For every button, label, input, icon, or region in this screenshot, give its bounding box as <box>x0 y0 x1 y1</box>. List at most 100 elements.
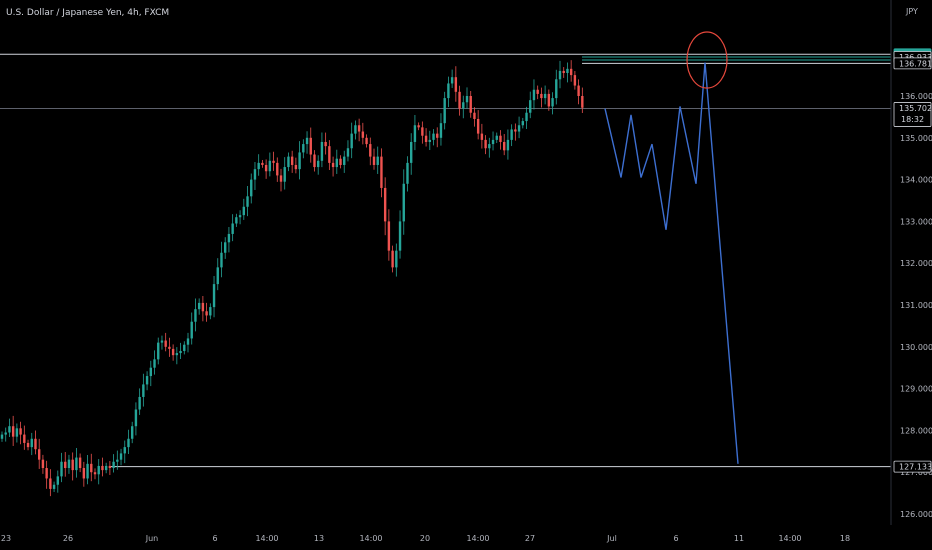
candle-body <box>86 463 89 479</box>
candle-body <box>428 139 431 142</box>
time-tick-label: Jul <box>606 534 617 543</box>
candle-body <box>49 478 52 489</box>
candle-body <box>387 221 391 251</box>
candle-body <box>424 135 428 142</box>
candle-body <box>227 233 231 243</box>
candle-body <box>212 284 216 308</box>
candle-body <box>346 148 350 157</box>
price-tick-label: 136.000 <box>900 92 932 101</box>
time-tick-label: 18 <box>840 534 850 543</box>
candle-body <box>369 144 372 157</box>
candle-body <box>209 307 212 316</box>
price-tick-label: 132.000 <box>900 259 932 268</box>
candle-body <box>279 175 283 182</box>
candle-body <box>101 465 104 471</box>
candle-body <box>417 125 420 128</box>
candle-body <box>194 309 197 322</box>
candle-body <box>380 156 383 188</box>
candle-body <box>145 376 149 385</box>
candle-body <box>476 118 480 134</box>
candle-body <box>287 156 290 168</box>
candle-body <box>365 137 368 145</box>
candle-body <box>19 428 22 435</box>
candle-body <box>488 144 491 149</box>
candle-body <box>320 141 324 161</box>
time-tick-label: Jun <box>145 534 159 543</box>
candle-body <box>569 68 573 76</box>
candle-body <box>104 465 108 471</box>
candle-body <box>376 156 379 165</box>
candle-body <box>38 449 41 460</box>
candle-body <box>543 93 547 99</box>
candle-body <box>298 152 301 170</box>
candle-body <box>272 160 275 163</box>
candle-body <box>127 438 130 448</box>
price-tick-label: 127.000 <box>900 468 932 477</box>
time-axis-background <box>0 525 932 550</box>
candle-body <box>164 340 167 347</box>
candle-body <box>357 125 361 132</box>
time-axis[interactable]: 23 26 Jun 6 14:00 13 14:00 20 14:00 27 Jul 6 11 14:00… <box>0 525 932 550</box>
candle-body <box>201 302 205 312</box>
candle-body <box>250 179 253 197</box>
candle-body <box>4 432 7 435</box>
candle-body <box>231 223 234 234</box>
candle-body <box>514 129 517 132</box>
candle-body <box>503 141 506 151</box>
price-tick-label: 131.000 <box>900 301 932 310</box>
time-tick-label: 14:00 <box>359 534 382 543</box>
price-tick-label: 133.000 <box>900 217 932 226</box>
candle-body <box>67 459 71 469</box>
candle-body <box>220 252 223 268</box>
candle-body <box>547 93 551 107</box>
candle-body <box>116 459 119 462</box>
highlight-circle <box>686 31 728 89</box>
candle-body <box>45 468 48 479</box>
candle-body <box>52 484 56 489</box>
candle-body <box>11 426 15 437</box>
candle-body <box>142 384 145 397</box>
candle-body <box>60 461 63 477</box>
price-tick-label: 135.000 <box>900 134 932 143</box>
candle-body <box>443 98 446 124</box>
candle-body <box>97 465 100 475</box>
time-tick-labels: 23 26 Jun 6 14:00 13 14:00 20 14:00 27 Jul 6 11 14:00… <box>1 534 850 543</box>
price-axis[interactable]: JPY 126.000127.000128.000129.000130.0001… <box>890 0 932 525</box>
time-tick-label: 14:00 <box>466 534 489 543</box>
forecast-path <box>604 62 739 464</box>
candle-body <box>551 98 554 107</box>
candle-body <box>525 112 528 122</box>
candle-body <box>8 426 11 433</box>
candle-body <box>82 468 86 479</box>
candle-body <box>283 167 286 182</box>
candle-body <box>216 267 219 285</box>
price-axis-background <box>891 0 932 525</box>
price-tick-labels: 126.000 127.000 128.000 129.000 130.000 131.0… <box>900 92 932 519</box>
candle-body <box>197 302 201 310</box>
candle-body <box>313 154 316 168</box>
candle-body <box>30 438 33 448</box>
candle-body <box>398 221 402 251</box>
candle-body <box>64 461 67 469</box>
candle-body <box>372 156 376 165</box>
candle-body <box>168 346 171 349</box>
candle-body <box>186 338 190 345</box>
candle-body <box>134 409 138 427</box>
candle-body <box>469 96 472 113</box>
candle-body <box>190 321 193 339</box>
price-label-countdown: 18:32 <box>901 115 924 124</box>
candlestick-series <box>0 60 584 497</box>
candle-body <box>119 453 123 460</box>
candle-body <box>335 158 338 168</box>
candle-body <box>242 206 245 216</box>
price-label-box <box>893 102 932 127</box>
price-tick-label: 130.000 <box>900 343 932 352</box>
time-tick-label: 26 <box>63 534 73 543</box>
candle-body <box>465 96 469 103</box>
candle-body <box>540 93 543 99</box>
candle-body <box>309 137 312 155</box>
candle-body <box>517 125 521 132</box>
candle-body <box>339 158 342 165</box>
candle-body <box>290 156 294 165</box>
